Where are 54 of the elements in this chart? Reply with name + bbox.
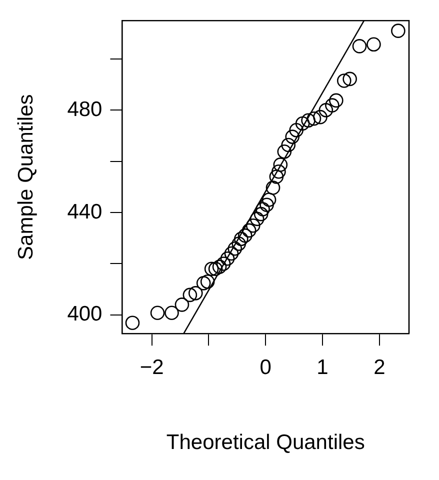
point: [313, 110, 328, 124]
point: [232, 236, 246, 251]
point: [336, 74, 352, 88]
point: [212, 260, 227, 274]
point: [182, 288, 198, 302]
point: [224, 246, 239, 261]
point: [125, 316, 140, 330]
point: [234, 232, 248, 246]
point: [200, 274, 215, 289]
point: [329, 93, 344, 108]
point: [246, 218, 260, 233]
point: [295, 116, 310, 131]
point: [150, 306, 165, 320]
point: [174, 298, 190, 312]
point: [366, 37, 381, 52]
point: [242, 223, 256, 238]
point: [238, 228, 252, 243]
x-tick-label: 2: [374, 356, 386, 379]
point: [325, 98, 340, 112]
point: [204, 262, 219, 276]
y-axis-title: Sample Quantiles: [14, 94, 38, 260]
point: [342, 72, 357, 86]
point: [196, 276, 211, 290]
point: [254, 206, 268, 222]
point: [277, 144, 292, 159]
point: [228, 241, 242, 256]
point: [306, 111, 322, 126]
point: [164, 306, 179, 320]
x-tick-label: 1: [316, 356, 328, 379]
point: [391, 24, 406, 38]
point: [285, 130, 300, 144]
point: [301, 113, 316, 128]
x-tick-label: −2: [140, 356, 164, 379]
point: [208, 262, 223, 276]
x-tick-label: 0: [260, 356, 272, 379]
point: [220, 251, 235, 266]
point: [289, 122, 304, 138]
point: [273, 158, 288, 172]
point: [352, 39, 367, 54]
point: [281, 138, 296, 152]
point: [269, 170, 284, 184]
point: [318, 103, 334, 118]
point: [188, 286, 203, 300]
point: [250, 212, 264, 226]
point: [266, 180, 280, 195]
point: [256, 202, 270, 216]
point: [272, 164, 286, 179]
x-axis-title: Theoretical Quantiles: [166, 431, 365, 454]
y-tick-label: 480: [67, 98, 102, 121]
y-tick-label: 440: [67, 200, 102, 224]
point: [262, 192, 276, 207]
point: [216, 256, 231, 271]
y-tick-label: 400: [67, 302, 102, 326]
point: [260, 198, 274, 212]
